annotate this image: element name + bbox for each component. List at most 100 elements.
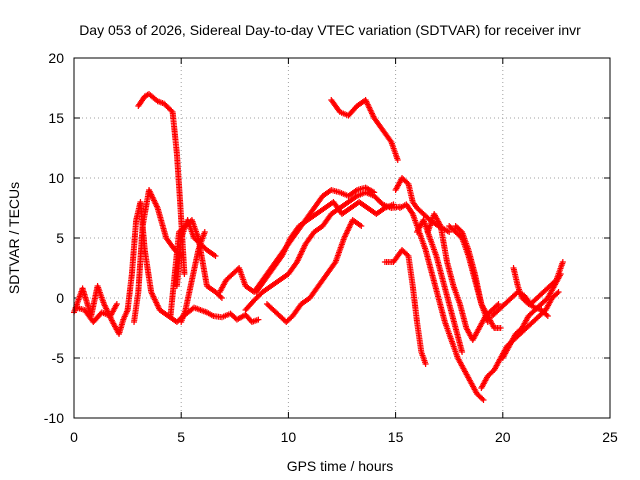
data-point [445, 299, 452, 306]
data-point [537, 291, 544, 298]
data-point [407, 208, 414, 215]
data-point [418, 347, 425, 354]
data-point [388, 202, 395, 209]
series-track-25 [510, 265, 551, 319]
data-point [484, 317, 491, 324]
data-point [335, 188, 342, 195]
data-point [377, 199, 384, 205]
data-point [322, 273, 329, 280]
x-axis-label: GPS time / hours [287, 458, 394, 474]
data-point [499, 303, 506, 310]
data-point [478, 299, 485, 306]
data-point [402, 250, 409, 257]
data-point [464, 245, 471, 252]
data-point [409, 197, 416, 204]
data-point [542, 297, 549, 304]
data-point [471, 269, 478, 276]
data-point [231, 314, 238, 321]
data-point [529, 309, 536, 316]
series-track-16 [381, 247, 429, 367]
data-point [512, 291, 519, 298]
x-tick-label: 25 [602, 429, 618, 445]
x-tick-label: 5 [177, 429, 185, 445]
data-point [559, 260, 566, 267]
data-point [352, 194, 359, 200]
data-point [100, 299, 107, 306]
data-point [188, 278, 195, 285]
data-point [522, 298, 529, 305]
data-point [444, 228, 451, 235]
data-point [492, 303, 499, 310]
data-point [488, 369, 495, 376]
data-point [274, 310, 281, 317]
data-point [227, 273, 234, 280]
data-point [456, 299, 463, 306]
data-point [530, 303, 537, 310]
data-point [233, 267, 240, 274]
series-track-2 [73, 301, 120, 325]
y-tick-label: 10 [48, 170, 64, 186]
data-point [351, 105, 358, 112]
chart-title: Day 053 of 2026, Sidereal Day-to-day VTE… [79, 22, 581, 38]
data-point [188, 306, 195, 313]
y-tick-label: 20 [48, 50, 64, 66]
y-tick-label: 5 [56, 230, 64, 246]
data-point [422, 245, 429, 252]
data-point [447, 335, 454, 342]
x-axis: 0 5 10 15 20 25 [70, 58, 618, 445]
data-point [458, 347, 465, 354]
series-track-4 [131, 187, 185, 325]
series-track-7 [173, 217, 219, 289]
data-point [435, 293, 442, 300]
y-tick-label: -5 [52, 350, 65, 366]
data-point [394, 155, 401, 162]
data-point [450, 226, 457, 233]
data-point [201, 230, 208, 237]
data-point [296, 303, 303, 310]
data-point [181, 269, 188, 276]
data-point [326, 213, 333, 220]
data-point [259, 279, 266, 286]
data-point [450, 281, 457, 288]
data-point [337, 208, 344, 215]
data-point [113, 302, 120, 309]
data-point [294, 225, 301, 232]
series-track-24 [499, 271, 564, 361]
data-series [71, 91, 566, 403]
y-tick-label: 0 [56, 290, 64, 306]
data-point [386, 136, 393, 143]
series-track-21 [452, 223, 491, 325]
x-tick-label: 0 [70, 429, 78, 445]
data-point [309, 207, 316, 214]
data-point [439, 275, 446, 282]
data-point [246, 316, 253, 323]
data-point [492, 309, 499, 316]
data-point [452, 323, 459, 330]
data-point [257, 291, 264, 298]
series-track-12 [253, 199, 397, 295]
data-point [340, 236, 347, 243]
plot-frame [73, 57, 611, 419]
data-point [267, 304, 274, 311]
series-track-1 [71, 283, 131, 337]
data-point [280, 316, 287, 323]
data-point [277, 255, 284, 262]
data-point [181, 308, 188, 315]
data-point [454, 353, 461, 360]
y-tick-label: -10 [44, 410, 64, 426]
y-tick-label: 15 [48, 110, 64, 126]
series-track-19 [424, 211, 502, 343]
data-point [334, 106, 341, 113]
data-point [388, 259, 395, 265]
data-point [554, 290, 561, 297]
data-point [436, 221, 443, 228]
data-point [544, 285, 551, 292]
data-point [417, 208, 424, 215]
data-point [356, 222, 363, 228]
series-track-11 [242, 189, 403, 313]
data-point [352, 188, 359, 194]
x-tick-label: 15 [388, 429, 404, 445]
data-point [287, 315, 294, 322]
data-point [217, 293, 224, 300]
